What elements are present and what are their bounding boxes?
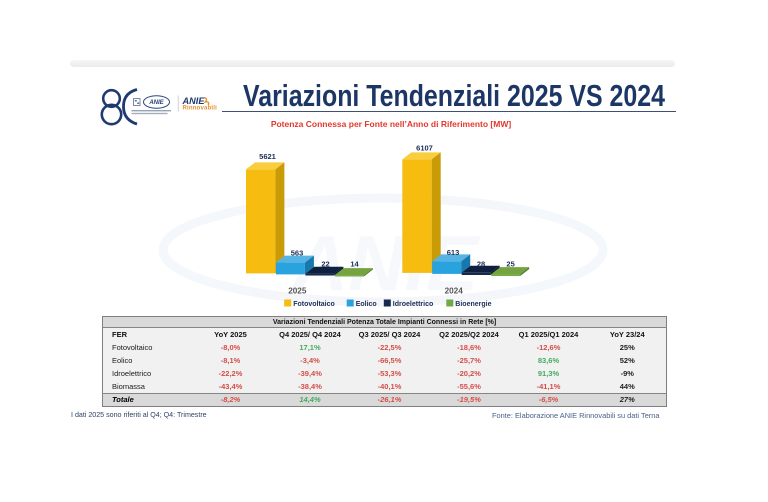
svg-text:ANIE: ANIE [148,100,164,106]
svg-text:14: 14 [350,259,359,268]
svg-text:25: 25 [506,259,514,268]
svg-text:Fotovoltaico: Fotovoltaico [293,301,335,308]
svg-text:5621: 5621 [259,152,276,161]
svg-text:ANIE: ANIE [182,96,206,106]
svg-text:Rinnovabili: Rinnovabili [183,105,218,111]
svg-text:2024: 2024 [445,286,464,295]
svg-text:2025: 2025 [288,286,307,295]
svg-text:28: 28 [477,259,485,268]
svg-text:22: 22 [321,259,329,268]
svg-text:6107: 6107 [416,143,433,152]
svg-text:Eolico: Eolico [356,301,377,308]
svg-text:Variazioni Tendenziali 2025 VS: Variazioni Tendenziali 2025 VS 2024 [243,79,665,113]
svg-text:563: 563 [291,249,304,258]
svg-text:Idroelettrico: Idroelettrico [393,301,433,308]
svg-text:613: 613 [447,248,460,257]
svg-text:Bioenergie: Bioenergie [455,301,491,308]
